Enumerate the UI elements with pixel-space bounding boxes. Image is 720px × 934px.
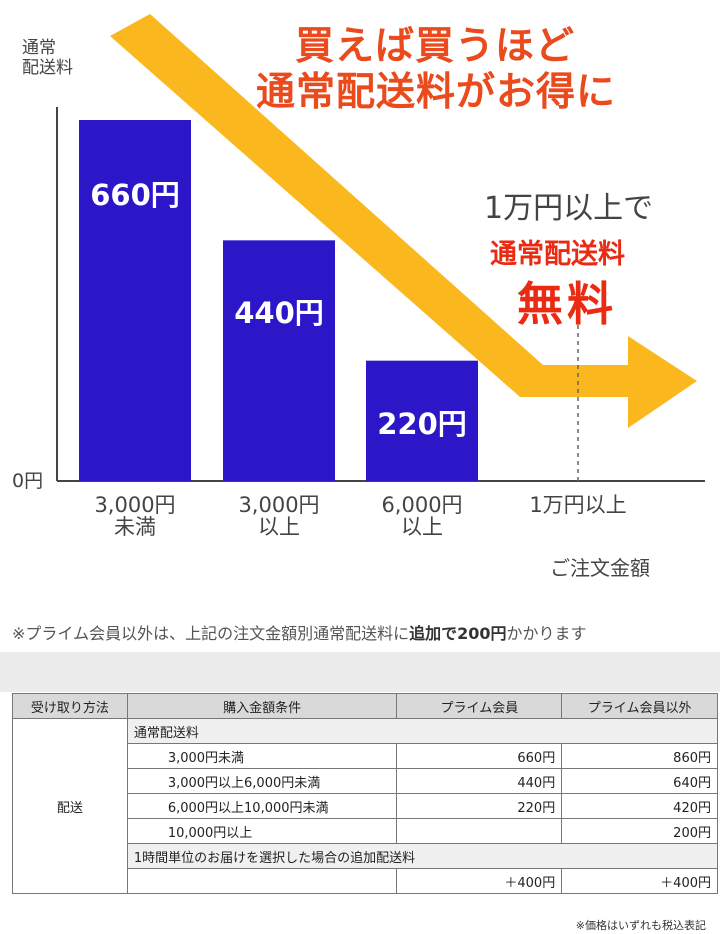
decreasing-arrow <box>110 14 697 428</box>
condition-cell: 3,000円以上6,000円未満 <box>126 768 398 794</box>
nonprime-cell: 200円 <box>561 818 718 844</box>
table-header-row: 受け取り方法 購入金額条件 プライム会員 プライム会員以外 <box>12 693 718 719</box>
category-label: 3,000円 未満 <box>94 493 176 539</box>
prime-cell: ＋400円 <box>396 868 563 894</box>
y-axis-label: 通常 配送料 <box>22 38 73 78</box>
nonprime-cell: 420円 <box>561 793 718 819</box>
header-condition: 購入金額条件 <box>126 693 398 719</box>
prime-cell: 220円 <box>396 793 563 819</box>
condition-cell: 10,000円以上 <box>126 818 398 844</box>
bar <box>366 360 478 481</box>
note-prefix: ※プライム会員以外は、上記の注文金額別通常配送料に <box>12 624 410 643</box>
headline-line2: 通常配送料がお得に <box>255 70 616 115</box>
table-row: 3,000円以上6,000円未満 440円 640円 <box>13 768 718 794</box>
free-callout-line2: 通常配送料 <box>490 239 625 270</box>
group-standard-fee: 通常配送料 <box>126 718 719 744</box>
bar-value-label: 220円 <box>377 406 467 441</box>
shipping-fee-table: 受け取り方法 購入金額条件 プライム会員 プライム会員以外 配送 通常配送料 3… <box>12 693 719 894</box>
prime-cell: 440円 <box>396 768 563 794</box>
table-row: 6,000円以上10,000円未満 220円 420円 <box>13 793 718 819</box>
prime-cell <box>396 818 563 844</box>
nonprime-cell: ＋400円 <box>561 868 718 894</box>
condition-cell: 3,000円未満 <box>126 743 398 769</box>
bar <box>223 240 335 481</box>
y-zero-label: 0円 <box>12 470 44 492</box>
prime-cell: 660円 <box>396 743 563 769</box>
table-row: 配送 通常配送料 <box>12 718 719 894</box>
note-suffix: かかります <box>506 624 587 643</box>
nonprime-cell: 640円 <box>561 768 718 794</box>
price-note: ※価格はいずれも税込表記 <box>575 919 706 932</box>
category-label: 1万円以上 <box>529 493 627 517</box>
chart-canvas <box>56 14 705 482</box>
nonprime-cell: 860円 <box>561 743 718 769</box>
bar-value-label: 440円 <box>234 296 324 331</box>
condition-cell <box>126 868 398 894</box>
table-row: 3,000円未満 660円 860円 <box>13 743 718 769</box>
free-callout-line1: 1万円以上で <box>484 191 654 226</box>
bar <box>79 120 191 481</box>
table-row: 1時間単位のお届けを選択した場合の追加配送料 <box>13 843 719 869</box>
header-nonprime: プライム会員以外 <box>561 693 718 719</box>
bar-value-label: 660円 <box>90 178 180 212</box>
header-method: 受け取り方法 <box>12 693 128 719</box>
divider-band <box>0 652 720 692</box>
free-callout-line3: 無料 <box>517 277 617 331</box>
x-axis-title: ご注文金額 <box>550 556 650 580</box>
note-bold: 追加で200円 <box>409 624 507 643</box>
headline-line1: 買えば買うほど <box>294 24 575 69</box>
table-row: 10,000円以上 200円 <box>13 818 718 844</box>
category-label: 3,000円 以上 <box>238 493 320 539</box>
method-cell: 配送 <box>12 718 128 894</box>
header-prime: プライム会員 <box>396 693 563 719</box>
group-hourly-fee: 1時間単位のお届けを選択した場合の追加配送料 <box>126 843 719 869</box>
shipping-fee-chart: 通常 配送料 0円 買えば買うほど 通常配送料がお得に 1万円以上で 通常配送料… <box>12 14 705 580</box>
table-row: ＋400円 ＋400円 <box>13 868 718 894</box>
surcharge-note: ※プライム会員以外は、上記の注文金額別通常配送料に追加で200円かかります <box>12 620 587 644</box>
condition-cell: 6,000円以上10,000円未満 <box>126 793 398 819</box>
category-label: 6,000円 以上 <box>381 493 463 539</box>
